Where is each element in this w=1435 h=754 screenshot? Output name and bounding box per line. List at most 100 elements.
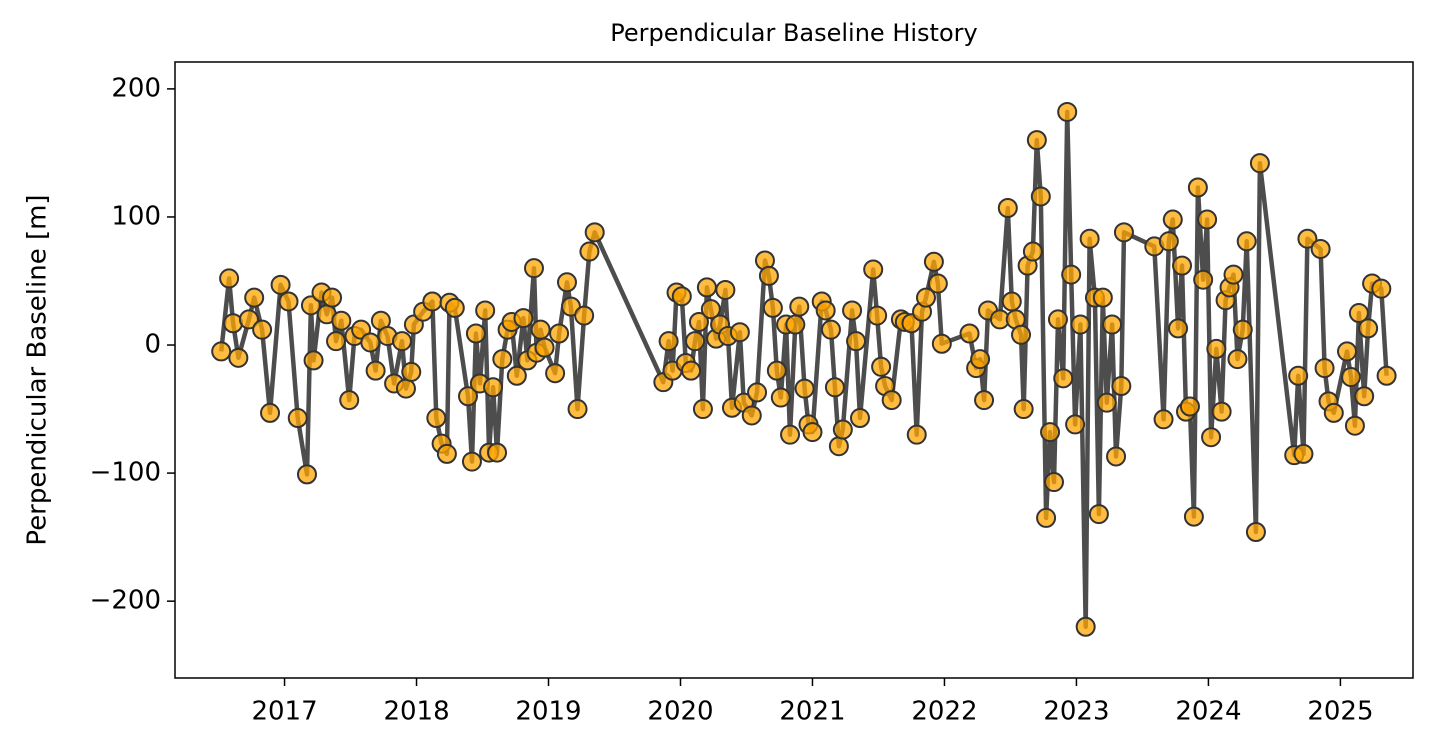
data-point: [1040, 422, 1061, 443]
data-point: [252, 319, 273, 340]
data-point: [300, 295, 321, 316]
x-tick-label: 2021: [779, 697, 845, 727]
data-point: [1061, 264, 1082, 285]
data-point: [762, 297, 783, 318]
data-point: [339, 390, 360, 411]
data-point: [671, 286, 692, 307]
data-point: [685, 331, 706, 352]
data-point: [365, 360, 386, 381]
data-point: [549, 323, 570, 344]
data-point: [1168, 318, 1189, 339]
data-point: [260, 402, 281, 423]
data-point: [211, 341, 232, 362]
data-point: [1206, 338, 1227, 359]
data-point: [270, 274, 291, 295]
data-point: [1053, 368, 1074, 389]
data-point: [523, 258, 544, 279]
data-point: [1179, 396, 1200, 417]
data-point: [567, 399, 588, 420]
data-point: [360, 332, 381, 353]
data-point: [1232, 319, 1253, 340]
data-point: [846, 331, 867, 352]
data-point: [513, 308, 534, 329]
data-point: [506, 365, 527, 386]
data-point: [492, 349, 513, 370]
data-point: [959, 323, 980, 344]
data-point: [1113, 222, 1134, 243]
y-tick-label: −100: [90, 458, 161, 488]
data-point: [1070, 314, 1091, 335]
data-point: [785, 314, 806, 335]
data-point: [1337, 341, 1358, 362]
data-point: [1348, 303, 1369, 324]
data-point: [842, 300, 863, 321]
data-point: [1162, 209, 1183, 230]
data-point: [828, 436, 849, 457]
data-point: [871, 356, 892, 377]
data-point: [228, 347, 249, 368]
data-point: [688, 311, 709, 332]
data-point: [331, 310, 352, 331]
data-point: [741, 405, 762, 426]
data-point: [770, 387, 791, 408]
data-point: [794, 378, 815, 399]
data-point: [780, 424, 801, 445]
data-point: [395, 378, 416, 399]
data-point: [1340, 367, 1361, 388]
data-point: [700, 299, 721, 320]
data-point: [1354, 386, 1375, 407]
data-point: [1358, 318, 1379, 339]
data-point: [1297, 228, 1318, 249]
data-point: [1036, 507, 1057, 528]
x-tick-label: 2022: [911, 697, 977, 727]
data-point: [534, 337, 555, 358]
data-point: [1102, 314, 1123, 335]
data-point: [1183, 506, 1204, 527]
data-point: [1211, 401, 1232, 422]
data-point: [1030, 186, 1051, 207]
data-point: [461, 451, 482, 472]
data-point: [1079, 228, 1100, 249]
data-point: [458, 386, 479, 407]
data-point: [802, 422, 823, 443]
data-point: [1044, 472, 1065, 493]
data-point: [530, 319, 551, 340]
data-point: [401, 361, 422, 382]
data-point: [1057, 101, 1078, 122]
series-line: [218, 109, 1389, 630]
data-point: [863, 259, 884, 280]
data-point: [747, 382, 768, 403]
data-point: [422, 291, 443, 312]
data-point: [1047, 309, 1068, 330]
x-tick-label: 2023: [1043, 697, 1109, 727]
y-axis-label: Perpendicular Baseline [m]: [23, 194, 53, 545]
data-point: [715, 279, 736, 300]
data-point: [1236, 231, 1257, 252]
data-point: [915, 287, 936, 308]
data-point: [1065, 414, 1086, 435]
data-point: [303, 350, 324, 371]
data-point: [1172, 255, 1193, 276]
data-point: [1288, 365, 1309, 386]
data-point: [927, 273, 948, 294]
x-tick-label: 2019: [515, 697, 581, 727]
data-point: [729, 322, 750, 343]
data-point: [1227, 349, 1248, 370]
data-point: [1096, 392, 1117, 413]
data-point: [1314, 358, 1335, 379]
data-point: [997, 197, 1018, 218]
plot-frame: [174, 61, 1414, 679]
data-point: [1376, 365, 1397, 386]
data-point: [426, 408, 447, 429]
data-point: [1001, 291, 1022, 312]
data-point: [1187, 177, 1208, 198]
x-tick-label: 2024: [1175, 697, 1241, 727]
data-point: [849, 408, 870, 429]
data-point: [475, 300, 496, 321]
data-point: [815, 300, 836, 321]
data-point: [1371, 278, 1392, 299]
data-point: [766, 360, 787, 381]
data-point: [881, 390, 902, 411]
data-point: [692, 399, 713, 420]
x-tick-label: 2017: [251, 697, 317, 727]
